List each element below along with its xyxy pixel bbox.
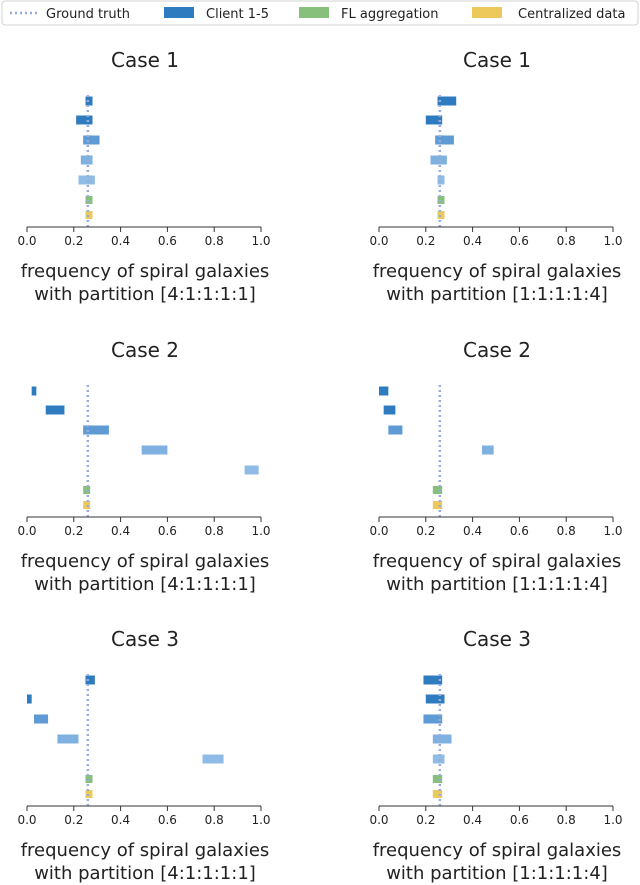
fl-bar — [432, 486, 443, 494]
x-tick-label: 0.0 — [369, 813, 388, 827]
x-axis-label: frequency of spiral galaxies — [373, 261, 622, 282]
centralized-bar — [432, 790, 443, 798]
x-tick-label: 0.0 — [17, 524, 36, 538]
x-tick-label: 1.0 — [603, 524, 622, 538]
x-axis-label: frequency of spiral galaxies — [21, 840, 270, 861]
chart-panel: Case 3 0.0 0.2 0.4 0.6 0.8 1.0 frequency of spi… — [369, 627, 622, 884]
x-axis-label: with partition [4:1:1:1:1] — [34, 284, 256, 305]
chart-panel: Case 1 0.0 0.2 0.4 0.6 0.8 1.0 frequency of spi… — [369, 48, 622, 305]
client-bar — [388, 425, 403, 435]
x-tick-label: 0.0 — [17, 234, 36, 248]
panel-title: Case 1 — [463, 48, 531, 72]
panel-title: Case 3 — [111, 627, 179, 651]
client-bar — [45, 405, 65, 415]
x-tick-label: 1.0 — [251, 234, 270, 248]
chart-panel: Case 2 0.0 0.2 0.4 0.6 0.8 1.0 frequency of spi… — [17, 338, 270, 595]
legend: Ground truth Client 1-5 FL aggregation C… — [1, 0, 639, 26]
client-bar — [432, 734, 452, 744]
x-tick-label: 0.4 — [111, 234, 130, 248]
x-axis-label: with partition [4:1:1:1:1] — [34, 574, 256, 595]
x-tick-label: 0.0 — [369, 524, 388, 538]
x-axis-label: with partition [1:1:1:1:4] — [386, 284, 608, 305]
chart-panel: Case 3 0.0 0.2 0.4 0.6 0.8 1.0 frequency of spi… — [17, 627, 270, 884]
client-bar — [379, 386, 389, 396]
client-bar — [425, 694, 445, 704]
client-bar — [202, 754, 224, 764]
x-tick-label: 0.2 — [64, 524, 83, 538]
x-tick-label: 0.6 — [510, 813, 529, 827]
x-tick-label: 0.6 — [158, 234, 177, 248]
x-tick-label: 0.8 — [557, 813, 576, 827]
client-bar — [435, 135, 454, 145]
legend-label-fl: FL aggregation — [341, 7, 439, 22]
x-tick-label: 0.2 — [416, 524, 435, 538]
x-tick-label: 1.0 — [251, 813, 270, 827]
chart-panel: Case 2 0.0 0.2 0.4 0.6 0.8 1.0 frequency of spi… — [369, 338, 622, 595]
legend-fl-swatch — [299, 7, 329, 18]
x-axis-label: frequency of spiral galaxies — [21, 261, 270, 282]
x-tick-label: 0.4 — [111, 813, 130, 827]
x-tick-label: 0.6 — [510, 234, 529, 248]
panel-title: Case 1 — [111, 48, 179, 72]
client-bar — [481, 445, 494, 455]
x-tick-label: 0.6 — [158, 813, 177, 827]
x-tick-label: 0.2 — [416, 234, 435, 248]
client-bar — [34, 714, 49, 724]
x-tick-label: 0.0 — [17, 813, 36, 827]
x-tick-label: 0.2 — [64, 234, 83, 248]
x-tick-label: 0.0 — [369, 234, 388, 248]
client-bar — [437, 96, 457, 106]
x-tick-label: 1.0 — [251, 524, 270, 538]
x-tick-label: 1.0 — [603, 813, 622, 827]
x-tick-label: 0.8 — [557, 234, 576, 248]
legend-central-swatch — [472, 7, 502, 18]
x-axis-label: with partition [4:1:1:1:1] — [34, 863, 256, 884]
x-tick-label: 0.4 — [463, 813, 482, 827]
x-tick-label: 0.4 — [111, 524, 130, 538]
client-bar — [423, 714, 443, 724]
x-tick-label: 0.8 — [205, 524, 224, 538]
legend-client-swatch — [164, 7, 194, 18]
x-tick-label: 0.4 — [463, 234, 482, 248]
x-tick-label: 0.8 — [557, 524, 576, 538]
x-tick-label: 0.8 — [205, 234, 224, 248]
centralized-bar — [432, 501, 443, 509]
x-tick-label: 0.6 — [510, 524, 529, 538]
x-tick-label: 0.2 — [416, 813, 435, 827]
client-bar — [425, 115, 443, 125]
client-bar — [76, 115, 93, 125]
fl-bar — [432, 775, 443, 783]
x-tick-label: 0.6 — [158, 524, 177, 538]
legend-label-client: Client 1-5 — [206, 7, 269, 22]
client-bar — [27, 694, 32, 704]
x-axis-label: frequency of spiral galaxies — [373, 840, 622, 861]
client-bar — [31, 386, 37, 396]
client-bar — [85, 675, 95, 685]
panel-title: Case 2 — [463, 338, 531, 362]
panels-group: Case 1 0.0 0.2 0.4 0.6 0.8 1.0 frequency of spi… — [17, 48, 622, 884]
client-bar — [423, 675, 443, 685]
client-bar — [383, 405, 396, 415]
client-bar — [244, 465, 259, 475]
client-bar — [83, 135, 100, 145]
x-tick-label: 0.8 — [205, 813, 224, 827]
x-tick-label: 0.4 — [463, 524, 482, 538]
panel-title: Case 2 — [111, 338, 179, 362]
x-axis-label: with partition [1:1:1:1:4] — [386, 863, 608, 884]
chart-panel: Case 1 0.0 0.2 0.4 0.6 0.8 1.0 frequency of spi… — [17, 48, 270, 305]
x-axis-label: with partition [1:1:1:1:4] — [386, 574, 608, 595]
client-bar — [83, 425, 109, 435]
panel-title: Case 3 — [463, 627, 531, 651]
client-bar — [57, 734, 79, 744]
x-tick-label: 0.2 — [64, 813, 83, 827]
x-axis-label: frequency of spiral galaxies — [373, 551, 622, 572]
x-axis-label: frequency of spiral galaxies — [21, 551, 270, 572]
client-bar — [141, 445, 168, 455]
x-tick-label: 1.0 — [603, 234, 622, 248]
legend-label-central: Centralized data — [518, 7, 625, 22]
legend-label-ground-truth: Ground truth — [46, 7, 130, 22]
